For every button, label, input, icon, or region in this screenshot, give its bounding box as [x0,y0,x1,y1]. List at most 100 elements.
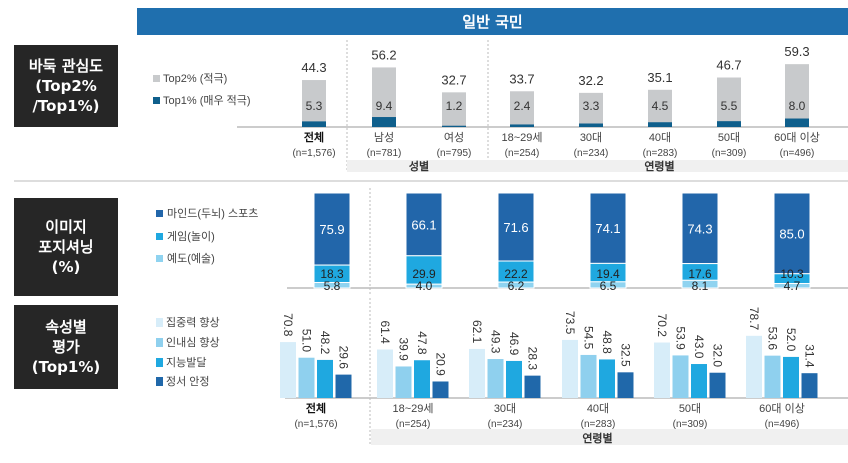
section-label-attribute: 속성별 평가 (Top1%) [14,305,118,389]
value-label: 29.6 [337,346,351,370]
category-label: 전체 [306,401,326,415]
bar-segment-mind-sports [773,192,811,275]
value-label-top1: 3.3 [583,99,600,113]
value-label: 70.8 [281,313,295,337]
bar-patience [764,355,781,398]
section-label-interest: 바둑 관심도 (Top2% /Top1%) [14,45,118,127]
value-label: 46.9 [507,332,521,356]
bar-segment-mind-sports [497,192,535,262]
category-label: 40대 [587,402,609,415]
n-label: (n=309) [712,148,747,159]
n-label: (n=283) [581,419,616,430]
bar-top1 [302,121,326,127]
legend-label: 인내심 향상 [166,336,220,349]
value-label: 85.0 [779,226,804,241]
value-label: 54.5 [582,326,596,350]
bar-top1 [579,123,603,127]
value-label-top2: 59.3 [784,44,809,59]
legend-swatch [156,255,163,262]
legend-swatch [156,358,163,367]
bar-intelligence [317,359,333,398]
value-label: 32.5 [619,343,633,367]
value-label: 61.4 [378,320,392,344]
value-label-top1: 8.0 [789,99,806,113]
bar-top1 [648,122,672,127]
group-label: 연령별 [644,159,674,173]
value-label-top2: 44.3 [301,60,326,75]
legend-label: Top1% (매우 적극) [163,94,251,107]
bar-concentration [746,335,762,398]
bar-emotional [432,381,449,398]
bar-segment-art [313,281,351,289]
value-label-top2: 56.2 [371,47,396,62]
value-label: 52.0 [784,328,798,352]
value-label-top1: 5.3 [306,99,323,113]
bar-emotional [335,374,352,398]
value-label: 53.9 [674,326,688,350]
bar-segment-mind-sports [405,192,443,257]
n-label: (n=309) [673,419,708,430]
value-label: 20.9 [434,352,448,376]
bar-top1 [442,125,466,127]
bar-top2 [510,91,534,127]
value-label: 48.2 [318,331,332,355]
bar-intelligence [506,360,522,398]
value-label-top1: 1.2 [446,99,463,113]
value-label-top2: 46.7 [716,57,741,72]
value-label: 6.5 [600,279,617,293]
bar-intelligence [691,364,707,398]
value-label: 66.1 [411,217,436,232]
value-label: 19.4 [596,267,620,281]
legend-label: Top2% (적극) [163,72,227,85]
legend-label: 집중력 향상 [166,316,220,329]
bar-top1 [510,124,534,127]
value-label: 17.6 [688,267,712,281]
bar-top2 [579,92,603,127]
category-label: 60대 이상 [759,402,805,415]
bar-segment-art [497,281,535,289]
bar-top2 [442,92,466,127]
legend-swatch [156,233,163,240]
bar-emotional [524,375,541,398]
value-label: 47.8 [415,331,429,355]
bar-top1 [717,121,741,127]
legend-swatch [156,210,163,217]
legend-swatch [156,338,163,347]
value-label-top2: 32.2 [578,73,603,88]
legend-label: 예도(예술) [167,252,215,265]
category-label: 남성 [374,131,394,144]
bar-segment-game [405,255,443,285]
value-label-top2: 33.7 [509,71,534,86]
category-label: 18~29세 [392,402,433,415]
category-label: 50대 [679,402,701,415]
n-label: (n=781) [367,148,402,159]
value-label: 74.1 [595,221,620,236]
category-label: 40대 [649,131,671,144]
bar-concentration [469,348,485,398]
value-label: 10.3 [780,267,804,281]
n-label: (n=234) [574,148,609,159]
value-label: 49.3 [489,330,503,354]
bar-concentration [654,342,670,398]
bar-segment-art [589,281,627,289]
bar-intelligence [599,359,615,398]
bar-top2 [302,80,326,127]
bar-intelligence [783,356,799,398]
n-label: (n=283) [643,148,678,159]
header-general-public: 일반 국민 [137,8,848,35]
legend-label: 게임(놀이) [167,230,215,243]
bar-segment-mind-sports [681,192,719,265]
n-label: (n=496) [780,148,815,159]
bar-top2 [648,89,672,127]
value-label: 4.0 [416,279,433,293]
group-strip [347,160,848,172]
category-label: 50대 [718,131,740,144]
value-label: 48.8 [600,330,614,354]
legend-label: 지능발달 [166,356,206,369]
bar-intelligence [414,360,430,398]
bar-patience [672,355,689,398]
category-label: 30대 [494,402,516,415]
n-label: (n=496) [765,419,800,430]
bar-patience [298,357,315,398]
